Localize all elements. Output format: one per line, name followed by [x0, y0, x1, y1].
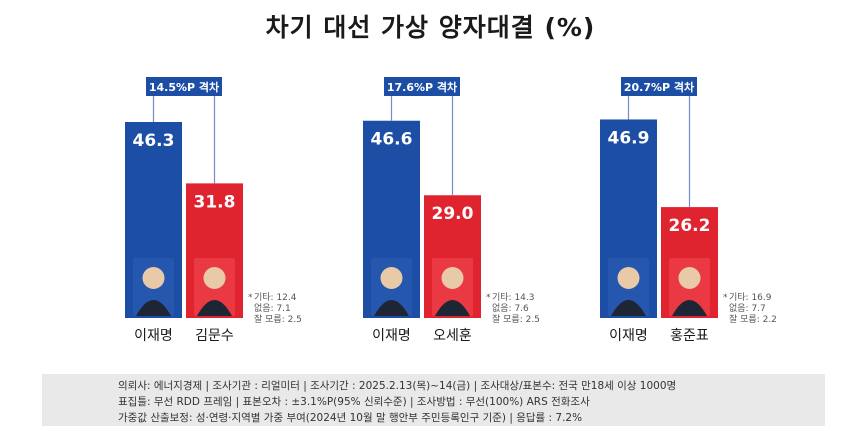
gap-connector-right-1 — [213, 85, 222, 184]
candidate-name-3-2: 홍준표 — [670, 328, 709, 344]
candidate-suit-3-2 — [672, 300, 707, 316]
chart-title: 차기 대선 가상 양자대결 (%) — [265, 13, 596, 42]
candidate-suit-3-1 — [611, 300, 646, 316]
bar-value-1-1: 46.3 — [133, 131, 175, 151]
candidate-suit-2-1 — [374, 300, 409, 316]
note-1-2: 없음: 7.1 — [254, 303, 291, 314]
candidate-name-2-2: 오세훈 — [433, 328, 472, 344]
survey-info-footer: 의뢰사: 에너지경제 | 조사기관 : 리얼미터 | 조사기간 : 2025.2… — [42, 374, 825, 426]
candidate-suit-1-2 — [197, 300, 232, 316]
gap-connector-right-2 — [451, 85, 460, 196]
gap-connector-right-3 — [688, 85, 697, 208]
survey-info-line-2: 표집틀: 무선 RDD 프레임 | 표본오차 : ±3.1%P(95% 신뢰수준… — [118, 396, 590, 408]
gap-label-3: 20.7%P 격차 — [624, 80, 695, 94]
gap-badge-3 — [621, 77, 697, 96]
candidate-face-1-1 — [142, 267, 165, 289]
candidate-face-3-2 — [678, 267, 701, 289]
bar-value-2-2: 29.0 — [432, 204, 474, 224]
candidate-face-2-2 — [441, 267, 464, 289]
gap-badge-1 — [146, 77, 222, 96]
bar-value-3-2: 26.2 — [669, 216, 711, 236]
gap-label-2: 17.6%P 격차 — [387, 80, 458, 94]
note-3-2: 없음: 7.7 — [729, 303, 766, 314]
note-3-1: 기타: 16.9 — [729, 292, 772, 303]
bar-value-2-1: 46.6 — [371, 130, 413, 150]
gap-label-1: 14.5%P 격차 — [149, 80, 220, 94]
candidate-name-1-1: 이재명 — [134, 328, 173, 344]
candidate-suit-1-1 — [136, 300, 171, 316]
note-2-1: 기타: 14.3 — [492, 292, 535, 303]
note-marker-2: * — [486, 293, 491, 303]
candidate-face-1-2 — [203, 267, 226, 289]
candidate-face-3-1 — [617, 267, 640, 289]
note-2-3: 잘 모름: 2.5 — [492, 313, 540, 325]
candidate-name-1-2: 김문수 — [195, 328, 234, 344]
bar-value-3-1: 46.9 — [608, 128, 650, 148]
candidate-name-3-1: 이재명 — [609, 328, 648, 344]
gap-badge-2 — [384, 77, 460, 96]
note-2-2: 없음: 7.6 — [492, 303, 529, 314]
note-1-1: 기타: 12.4 — [254, 292, 297, 303]
candidate-suit-2-2 — [435, 300, 470, 316]
survey-info-line-3: 가중값 산출보정: 성·연령·지역별 가중 부여(2024년 10월 말 행안부… — [118, 412, 583, 424]
note-marker-1: * — [248, 293, 253, 303]
note-3-3: 잘 모름: 2.2 — [729, 313, 777, 325]
bar-value-1-2: 31.8 — [194, 192, 236, 212]
note-marker-3: * — [723, 293, 728, 303]
survey-info-line-1: 의뢰사: 에너지경제 | 조사기관 : 리얼미터 | 조사기간 : 2025.2… — [118, 380, 677, 392]
note-1-3: 잘 모름: 2.5 — [254, 313, 302, 325]
candidate-face-2-1 — [380, 267, 403, 289]
candidate-name-2-1: 이재명 — [372, 328, 411, 344]
